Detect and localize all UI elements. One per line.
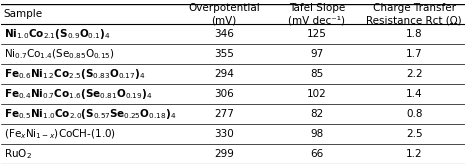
Text: 277: 277 — [214, 109, 234, 119]
Text: 330: 330 — [214, 129, 234, 139]
Text: 306: 306 — [214, 89, 234, 99]
Text: 125: 125 — [307, 29, 327, 39]
Text: Tafel Slope
(mV dec⁻¹): Tafel Slope (mV dec⁻¹) — [288, 3, 345, 25]
Text: 85: 85 — [310, 69, 323, 79]
Text: Ni$_{0.7}$Co$_{1.4}$(Se$_{0.85}$O$_{0.15}$): Ni$_{0.7}$Co$_{1.4}$(Se$_{0.85}$O$_{0.15… — [4, 47, 115, 61]
Text: Charge Transfer
Resistance Rct (Ω): Charge Transfer Resistance Rct (Ω) — [366, 3, 462, 25]
Text: 1.8: 1.8 — [406, 29, 422, 39]
Text: 0.8: 0.8 — [406, 109, 422, 119]
Text: 346: 346 — [214, 29, 234, 39]
Text: (Fe$_x$Ni$_{1-x}$)CoCH-(1.0): (Fe$_x$Ni$_{1-x}$)CoCH-(1.0) — [4, 127, 116, 141]
Text: 355: 355 — [214, 49, 234, 59]
Text: Overpotential
(mV): Overpotential (mV) — [188, 3, 260, 25]
Text: 98: 98 — [310, 129, 323, 139]
Text: 97: 97 — [310, 49, 323, 59]
Text: Fe$_{0.6}$Ni$_{1.2}$Co$_{2.5}$(S$_{0.83}$O$_{0.17}$)$_4$: Fe$_{0.6}$Ni$_{1.2}$Co$_{2.5}$(S$_{0.83}… — [4, 67, 146, 81]
Text: Fe$_{0.5}$Ni$_{1.0}$Co$_{2.0}$(S$_{0.57}$Se$_{0.25}$O$_{0.18}$)$_4$: Fe$_{0.5}$Ni$_{1.0}$Co$_{2.0}$(S$_{0.57}… — [4, 107, 176, 121]
Text: Ni$_{1.0}$Co$_{2.1}$(S$_{0.9}$O$_{0.1}$)$_4$: Ni$_{1.0}$Co$_{2.1}$(S$_{0.9}$O$_{0.1}$)… — [4, 27, 110, 41]
Text: Fe$_{0.4}$Ni$_{0.7}$Co$_{1.6}$(Se$_{0.81}$O$_{0.19}$)$_4$: Fe$_{0.4}$Ni$_{0.7}$Co$_{1.6}$(Se$_{0.81… — [4, 87, 152, 101]
Text: 82: 82 — [310, 109, 323, 119]
Text: 66: 66 — [310, 149, 323, 159]
Text: 1.2: 1.2 — [406, 149, 422, 159]
Text: 294: 294 — [214, 69, 234, 79]
Text: 102: 102 — [307, 89, 327, 99]
Text: RuO$_2$: RuO$_2$ — [4, 147, 32, 161]
Text: 299: 299 — [214, 149, 234, 159]
Text: Sample: Sample — [4, 9, 43, 19]
Text: 2.2: 2.2 — [406, 69, 422, 79]
Text: 1.4: 1.4 — [406, 89, 422, 99]
Text: 2.5: 2.5 — [406, 129, 422, 139]
Text: 1.7: 1.7 — [406, 49, 422, 59]
